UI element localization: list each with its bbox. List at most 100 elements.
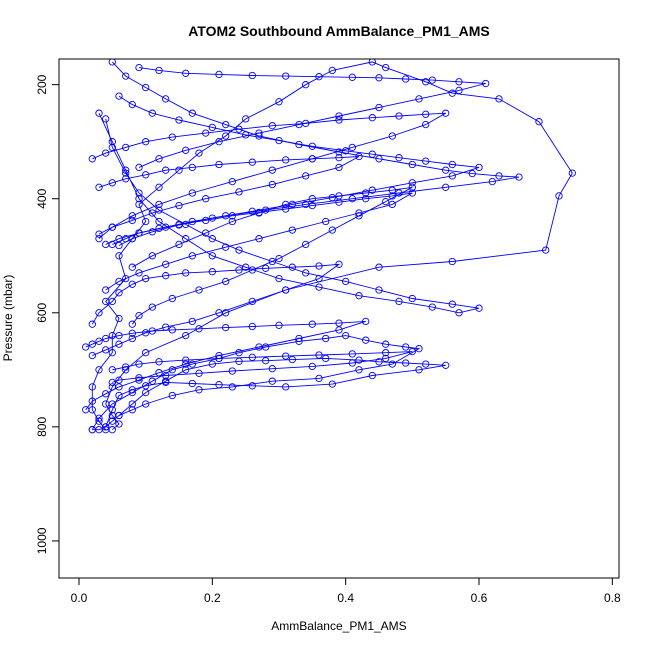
data-point (175, 201, 183, 210)
data-point (215, 138, 223, 146)
series-line (91, 263, 341, 357)
data-point (355, 356, 363, 364)
data-point (108, 366, 116, 374)
data-point (108, 426, 116, 434)
data-point (102, 115, 110, 123)
data-point (188, 317, 196, 326)
data-point (148, 252, 156, 260)
chart-title: ATOM2 Southbound AmmBalance_PM1_AMS (188, 23, 490, 39)
data-point (255, 208, 263, 217)
data-point (95, 414, 103, 422)
data-point (315, 274, 323, 283)
data-point (155, 358, 163, 366)
data-point (115, 314, 123, 323)
data-point (342, 147, 350, 155)
data-point (255, 343, 263, 351)
data-point (282, 383, 290, 391)
data-point (315, 262, 323, 270)
data-point (115, 340, 123, 348)
data-point (102, 334, 110, 343)
data-point (475, 304, 483, 312)
series-line (105, 357, 446, 428)
data-point (335, 326, 343, 334)
data-point (122, 274, 130, 283)
data-point (248, 297, 256, 306)
data-point (368, 59, 376, 66)
data-point (248, 71, 256, 80)
data-point (275, 136, 283, 145)
data-point (148, 228, 156, 236)
data-point (382, 197, 390, 206)
data-point (335, 154, 343, 162)
data-point (388, 132, 396, 140)
data-point (235, 349, 243, 357)
data-point (188, 163, 196, 172)
data-point (408, 347, 416, 356)
data-point (362, 336, 370, 344)
data-point (182, 356, 190, 364)
series-8 (88, 260, 343, 360)
data-point (422, 110, 430, 118)
data-point (375, 286, 383, 294)
data-point (448, 257, 456, 266)
data-point (108, 406, 116, 414)
data-point (308, 195, 316, 203)
data-point (82, 343, 90, 351)
data-point (135, 195, 143, 203)
data-point (168, 294, 176, 303)
data-point (362, 317, 370, 326)
data-point (215, 70, 223, 79)
series-line (91, 61, 573, 431)
data-point (295, 120, 303, 129)
data-point (128, 320, 136, 328)
data-point (188, 109, 196, 117)
data-point (188, 189, 196, 197)
data-point (128, 212, 136, 220)
x-tick-label: 0.8 (604, 591, 621, 605)
data-point (215, 381, 223, 389)
data-point (275, 321, 283, 329)
data-point (115, 420, 123, 428)
data-point (222, 323, 230, 332)
data-point (302, 81, 310, 89)
data-point (195, 325, 203, 333)
data-point (108, 297, 116, 306)
x-tick-label: 0.6 (471, 591, 488, 605)
data-point (215, 309, 223, 317)
data-point (208, 235, 216, 243)
series-line (92, 112, 446, 240)
data-point (135, 269, 143, 277)
y-tick-label: 800 (35, 417, 49, 437)
series-12 (95, 152, 363, 238)
data-point (262, 357, 270, 365)
data-point (382, 354, 390, 363)
data-point (148, 303, 156, 311)
data-point (455, 309, 463, 317)
plot-area (82, 59, 576, 434)
data-point (182, 366, 190, 374)
data-point (188, 379, 196, 388)
data-point (268, 365, 276, 373)
data-point (388, 360, 396, 368)
data-point (142, 171, 150, 179)
data-point (388, 186, 396, 194)
x-tick-label: 0.2 (204, 591, 221, 605)
data-point (342, 331, 350, 340)
data-point (428, 303, 436, 311)
data-point (215, 160, 223, 169)
data-point (155, 224, 163, 233)
data-point (148, 327, 156, 335)
data-point (115, 391, 123, 400)
data-point (408, 183, 416, 191)
data-point (308, 362, 316, 371)
y-axis-label: Pressure (mbar) (1, 275, 15, 362)
data-point (162, 95, 170, 103)
data-point (235, 125, 243, 133)
data-point (242, 131, 250, 139)
data-point (142, 400, 150, 408)
data-point (135, 374, 143, 382)
data-point (95, 230, 103, 238)
data-point (202, 129, 210, 137)
data-point (115, 252, 123, 260)
data-point (395, 112, 403, 120)
